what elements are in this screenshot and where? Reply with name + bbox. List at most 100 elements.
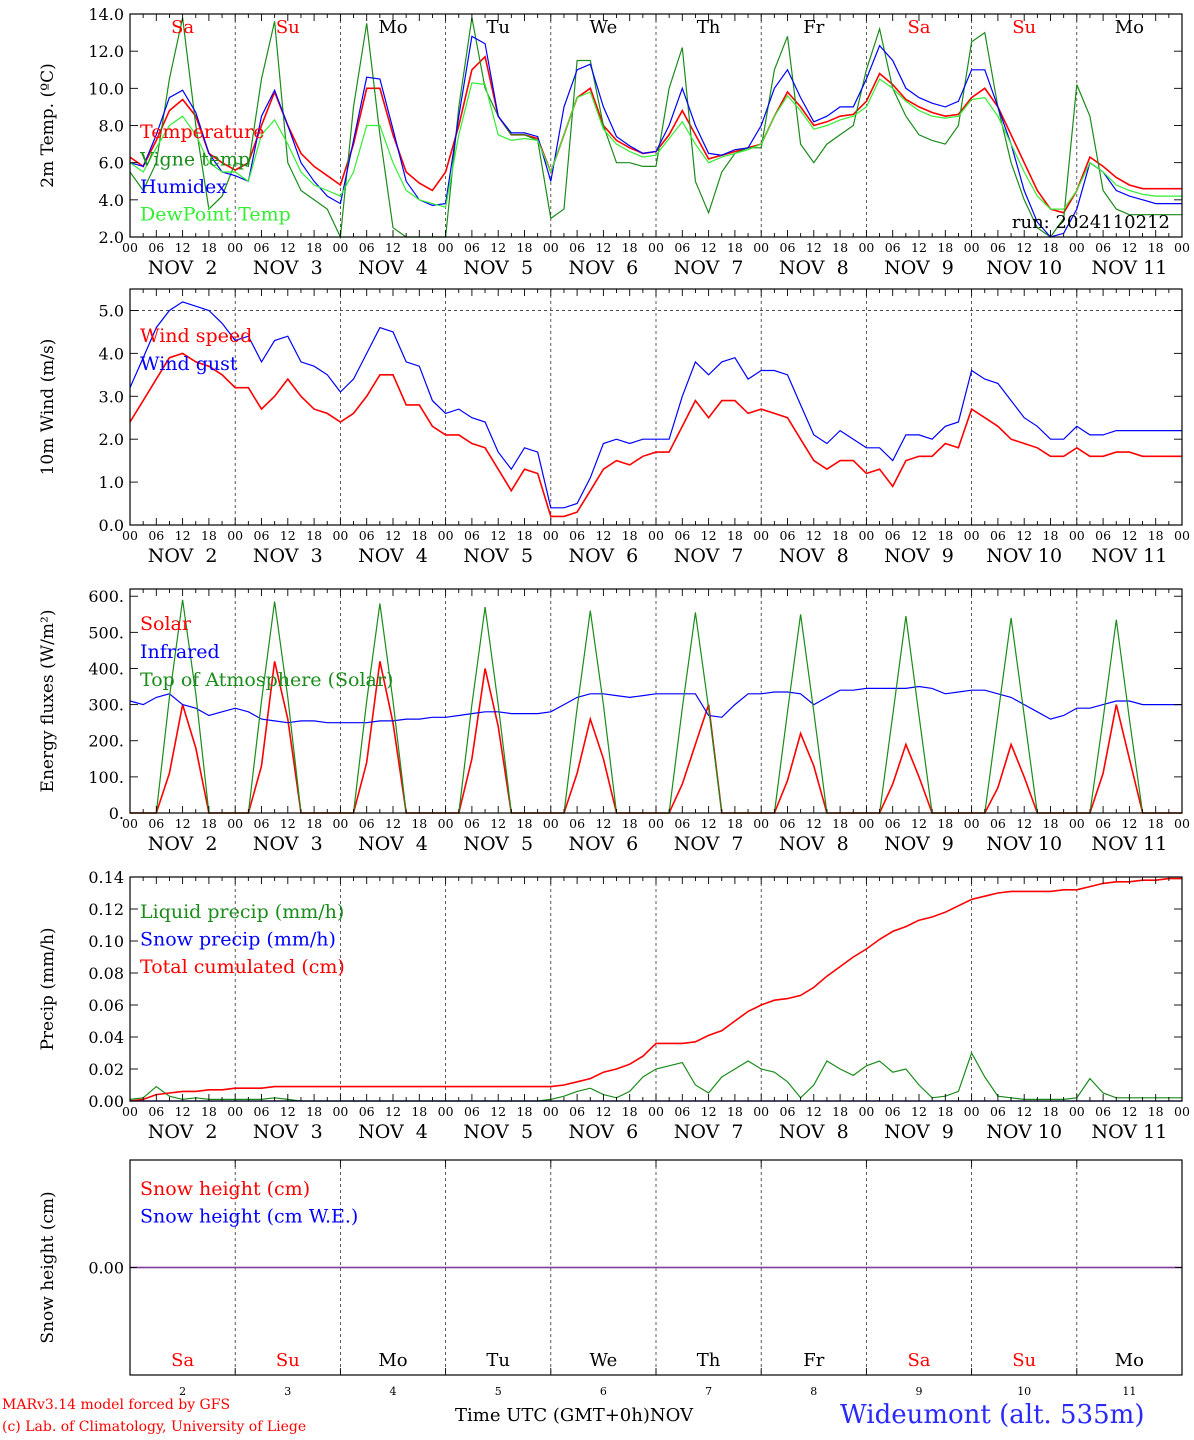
hour-tick-label: 00 xyxy=(858,240,874,255)
station-name: Wideumont (alt. 535m) xyxy=(840,1400,1145,1430)
hour-tick-label: 06 xyxy=(1095,240,1111,255)
hour-tick-label: 12 xyxy=(280,816,296,831)
hour-tick-label: 18 xyxy=(1148,816,1164,831)
y-tick-label: 0.12 xyxy=(88,900,124,919)
hour-tick-label: 06 xyxy=(464,1104,480,1119)
hour-tick-label: 00 xyxy=(332,528,348,543)
weekday-label: Mo xyxy=(378,1350,407,1371)
legend-entry: Infrared xyxy=(140,641,220,663)
date-label: NOV 11 xyxy=(1091,833,1167,855)
weekday-label: Sa xyxy=(907,1350,930,1371)
date-label: NOV 9 xyxy=(884,545,954,567)
hour-tick-label: 12 xyxy=(1016,240,1032,255)
weekday-label: Su xyxy=(1012,17,1036,38)
hour-tick-label: 18 xyxy=(832,240,848,255)
day-number-label: 5 xyxy=(495,1385,502,1398)
hour-tick-label: 00 xyxy=(858,528,874,543)
date-label: NOV 7 xyxy=(674,545,744,567)
legend-entry: Vigne temp xyxy=(139,149,250,171)
hour-tick-label: 06 xyxy=(359,240,375,255)
weekday-label: Sa xyxy=(171,17,194,38)
hour-tick-label: 00 xyxy=(332,1104,348,1119)
hour-tick-label: 12 xyxy=(1121,1104,1137,1119)
date-label: NOV 2 xyxy=(148,1121,218,1143)
hour-tick-label: 06 xyxy=(885,1104,901,1119)
date-label: NOV 6 xyxy=(569,1121,639,1143)
hour-tick-label: 18 xyxy=(937,240,953,255)
hour-tick-label: 18 xyxy=(306,816,322,831)
hour-tick-label: 18 xyxy=(1043,528,1059,543)
hour-tick-label: 06 xyxy=(990,1104,1006,1119)
hour-tick-label: 00 xyxy=(753,240,769,255)
legend-entry: Wind speed xyxy=(140,325,252,347)
hour-tick-label: 12 xyxy=(595,1104,611,1119)
hour-tick-label: 18 xyxy=(306,240,322,255)
model-credit: MARv3.14 model forced by GFS xyxy=(2,1397,231,1413)
weekday-label: Sa xyxy=(907,17,930,38)
date-label: NOV 3 xyxy=(253,1121,323,1143)
hour-tick-label: 00 xyxy=(227,816,243,831)
hour-tick-label: 12 xyxy=(595,528,611,543)
hour-tick-label: 18 xyxy=(622,1104,638,1119)
hour-tick-label: 06 xyxy=(569,240,585,255)
hour-tick-label: 18 xyxy=(727,816,743,831)
y-tick-label: 3.0 xyxy=(99,387,124,406)
hour-tick-label: 00 xyxy=(227,1104,243,1119)
hour-tick-label: 00 xyxy=(964,1104,980,1119)
hour-tick-label: 12 xyxy=(175,528,191,543)
hour-tick-label: 00 xyxy=(858,1104,874,1119)
date-label: NOV 5 xyxy=(463,257,533,279)
hour-tick-label: 18 xyxy=(1043,1104,1059,1119)
y-tick-label: 2.0 xyxy=(99,228,124,247)
hour-tick-label: 12 xyxy=(595,816,611,831)
time-axis-month: NOV xyxy=(649,1405,694,1426)
date-label: NOV 8 xyxy=(779,545,849,567)
legend-entry: Humidex xyxy=(140,176,227,198)
hour-tick-label: 12 xyxy=(806,240,822,255)
y-tick-label: 5.0 xyxy=(99,301,124,320)
hour-tick-label: 18 xyxy=(201,816,217,831)
weekday-label: Tu xyxy=(486,17,510,38)
hour-tick-label: 06 xyxy=(990,528,1006,543)
hour-tick-label: 06 xyxy=(885,528,901,543)
date-label: NOV 5 xyxy=(463,833,533,855)
date-label: NOV 8 xyxy=(779,1121,849,1143)
hour-tick-label: 00 xyxy=(1174,240,1190,255)
hour-tick-label: 06 xyxy=(674,240,690,255)
hour-tick-label: 18 xyxy=(201,1104,217,1119)
hour-tick-label: 00 xyxy=(964,528,980,543)
y-tick-label: 100. xyxy=(88,768,124,787)
hour-tick-label: 12 xyxy=(1016,1104,1032,1119)
weekday-label: Fr xyxy=(803,17,824,38)
date-label: NOV 4 xyxy=(358,833,428,855)
hour-tick-label: 00 xyxy=(332,240,348,255)
hour-tick-label: 12 xyxy=(385,240,401,255)
hour-tick-label: 06 xyxy=(569,1104,585,1119)
series-line-3 xyxy=(129,877,1182,1102)
date-label: NOV 3 xyxy=(253,257,323,279)
y-tick-label: 4.0 xyxy=(99,344,124,363)
date-label: NOV 10 xyxy=(986,545,1062,567)
hour-tick-label: 06 xyxy=(569,528,585,543)
y-tick-label: 0.04 xyxy=(88,1028,124,1047)
hour-tick-label: 18 xyxy=(832,528,848,543)
hour-tick-label: 00 xyxy=(438,528,454,543)
lab-credit: (c) Lab. of Climatology, University of L… xyxy=(2,1419,307,1435)
date-label: NOV 9 xyxy=(884,257,954,279)
hour-tick-label: 06 xyxy=(569,816,585,831)
hour-tick-label: 12 xyxy=(1121,528,1137,543)
legend-entry: Snow height (cm) xyxy=(140,1178,310,1200)
day-number-label: 4 xyxy=(390,1385,397,1398)
date-label: NOV 6 xyxy=(569,257,639,279)
hour-tick-label: 06 xyxy=(254,240,270,255)
hour-tick-label: 18 xyxy=(727,240,743,255)
hour-tick-label: 12 xyxy=(490,816,506,831)
hour-tick-label: 06 xyxy=(1095,816,1111,831)
hour-tick-label: 00 xyxy=(964,240,980,255)
date-label: NOV 11 xyxy=(1091,545,1167,567)
date-label: NOV 11 xyxy=(1091,1121,1167,1143)
y-tick-label: 200. xyxy=(88,732,124,751)
legend-entry: Snow precip (mm/h) xyxy=(140,929,336,951)
weekday-label: Mo xyxy=(1115,1350,1144,1371)
hour-tick-label: 00 xyxy=(1174,816,1190,831)
